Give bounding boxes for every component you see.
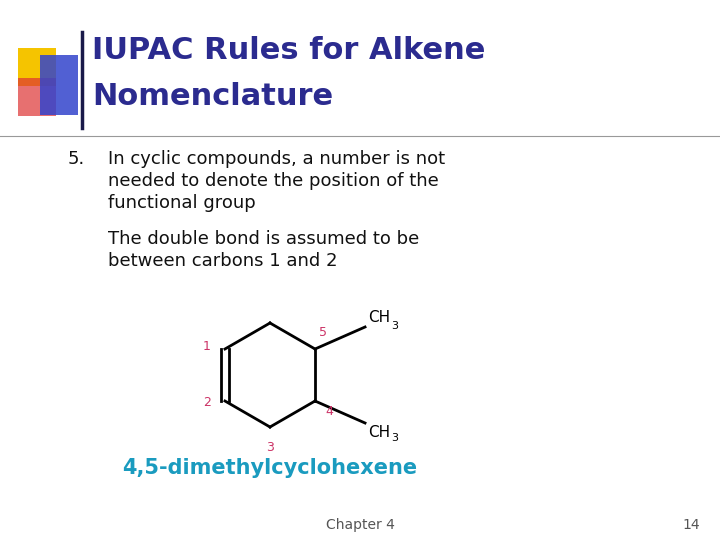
Bar bbox=[40, 55, 78, 115]
Text: Nomenclature: Nomenclature bbox=[92, 82, 333, 111]
Text: 3: 3 bbox=[266, 441, 274, 454]
Text: needed to denote the position of the: needed to denote the position of the bbox=[108, 172, 438, 190]
Text: In cyclic compounds, a number is not: In cyclic compounds, a number is not bbox=[108, 150, 445, 168]
Text: 1: 1 bbox=[203, 341, 211, 354]
Text: CH: CH bbox=[368, 425, 390, 440]
Text: 14: 14 bbox=[683, 518, 700, 532]
Text: Chapter 4: Chapter 4 bbox=[325, 518, 395, 532]
Text: 4,5-dimethylcyclohexene: 4,5-dimethylcyclohexene bbox=[122, 458, 418, 478]
Text: 3: 3 bbox=[391, 321, 398, 331]
Text: The double bond is assumed to be: The double bond is assumed to be bbox=[108, 230, 419, 248]
Text: 5: 5 bbox=[319, 326, 327, 339]
Text: 5.: 5. bbox=[68, 150, 85, 168]
Text: functional group: functional group bbox=[108, 194, 256, 212]
Text: 4: 4 bbox=[325, 405, 333, 418]
Bar bbox=[18, 48, 56, 86]
Text: 3: 3 bbox=[391, 433, 398, 443]
Bar bbox=[18, 78, 56, 116]
Text: 2: 2 bbox=[203, 396, 211, 409]
Text: IUPAC Rules for Alkene: IUPAC Rules for Alkene bbox=[92, 36, 485, 65]
Text: CH: CH bbox=[368, 310, 390, 325]
Text: between carbons 1 and 2: between carbons 1 and 2 bbox=[108, 252, 338, 270]
